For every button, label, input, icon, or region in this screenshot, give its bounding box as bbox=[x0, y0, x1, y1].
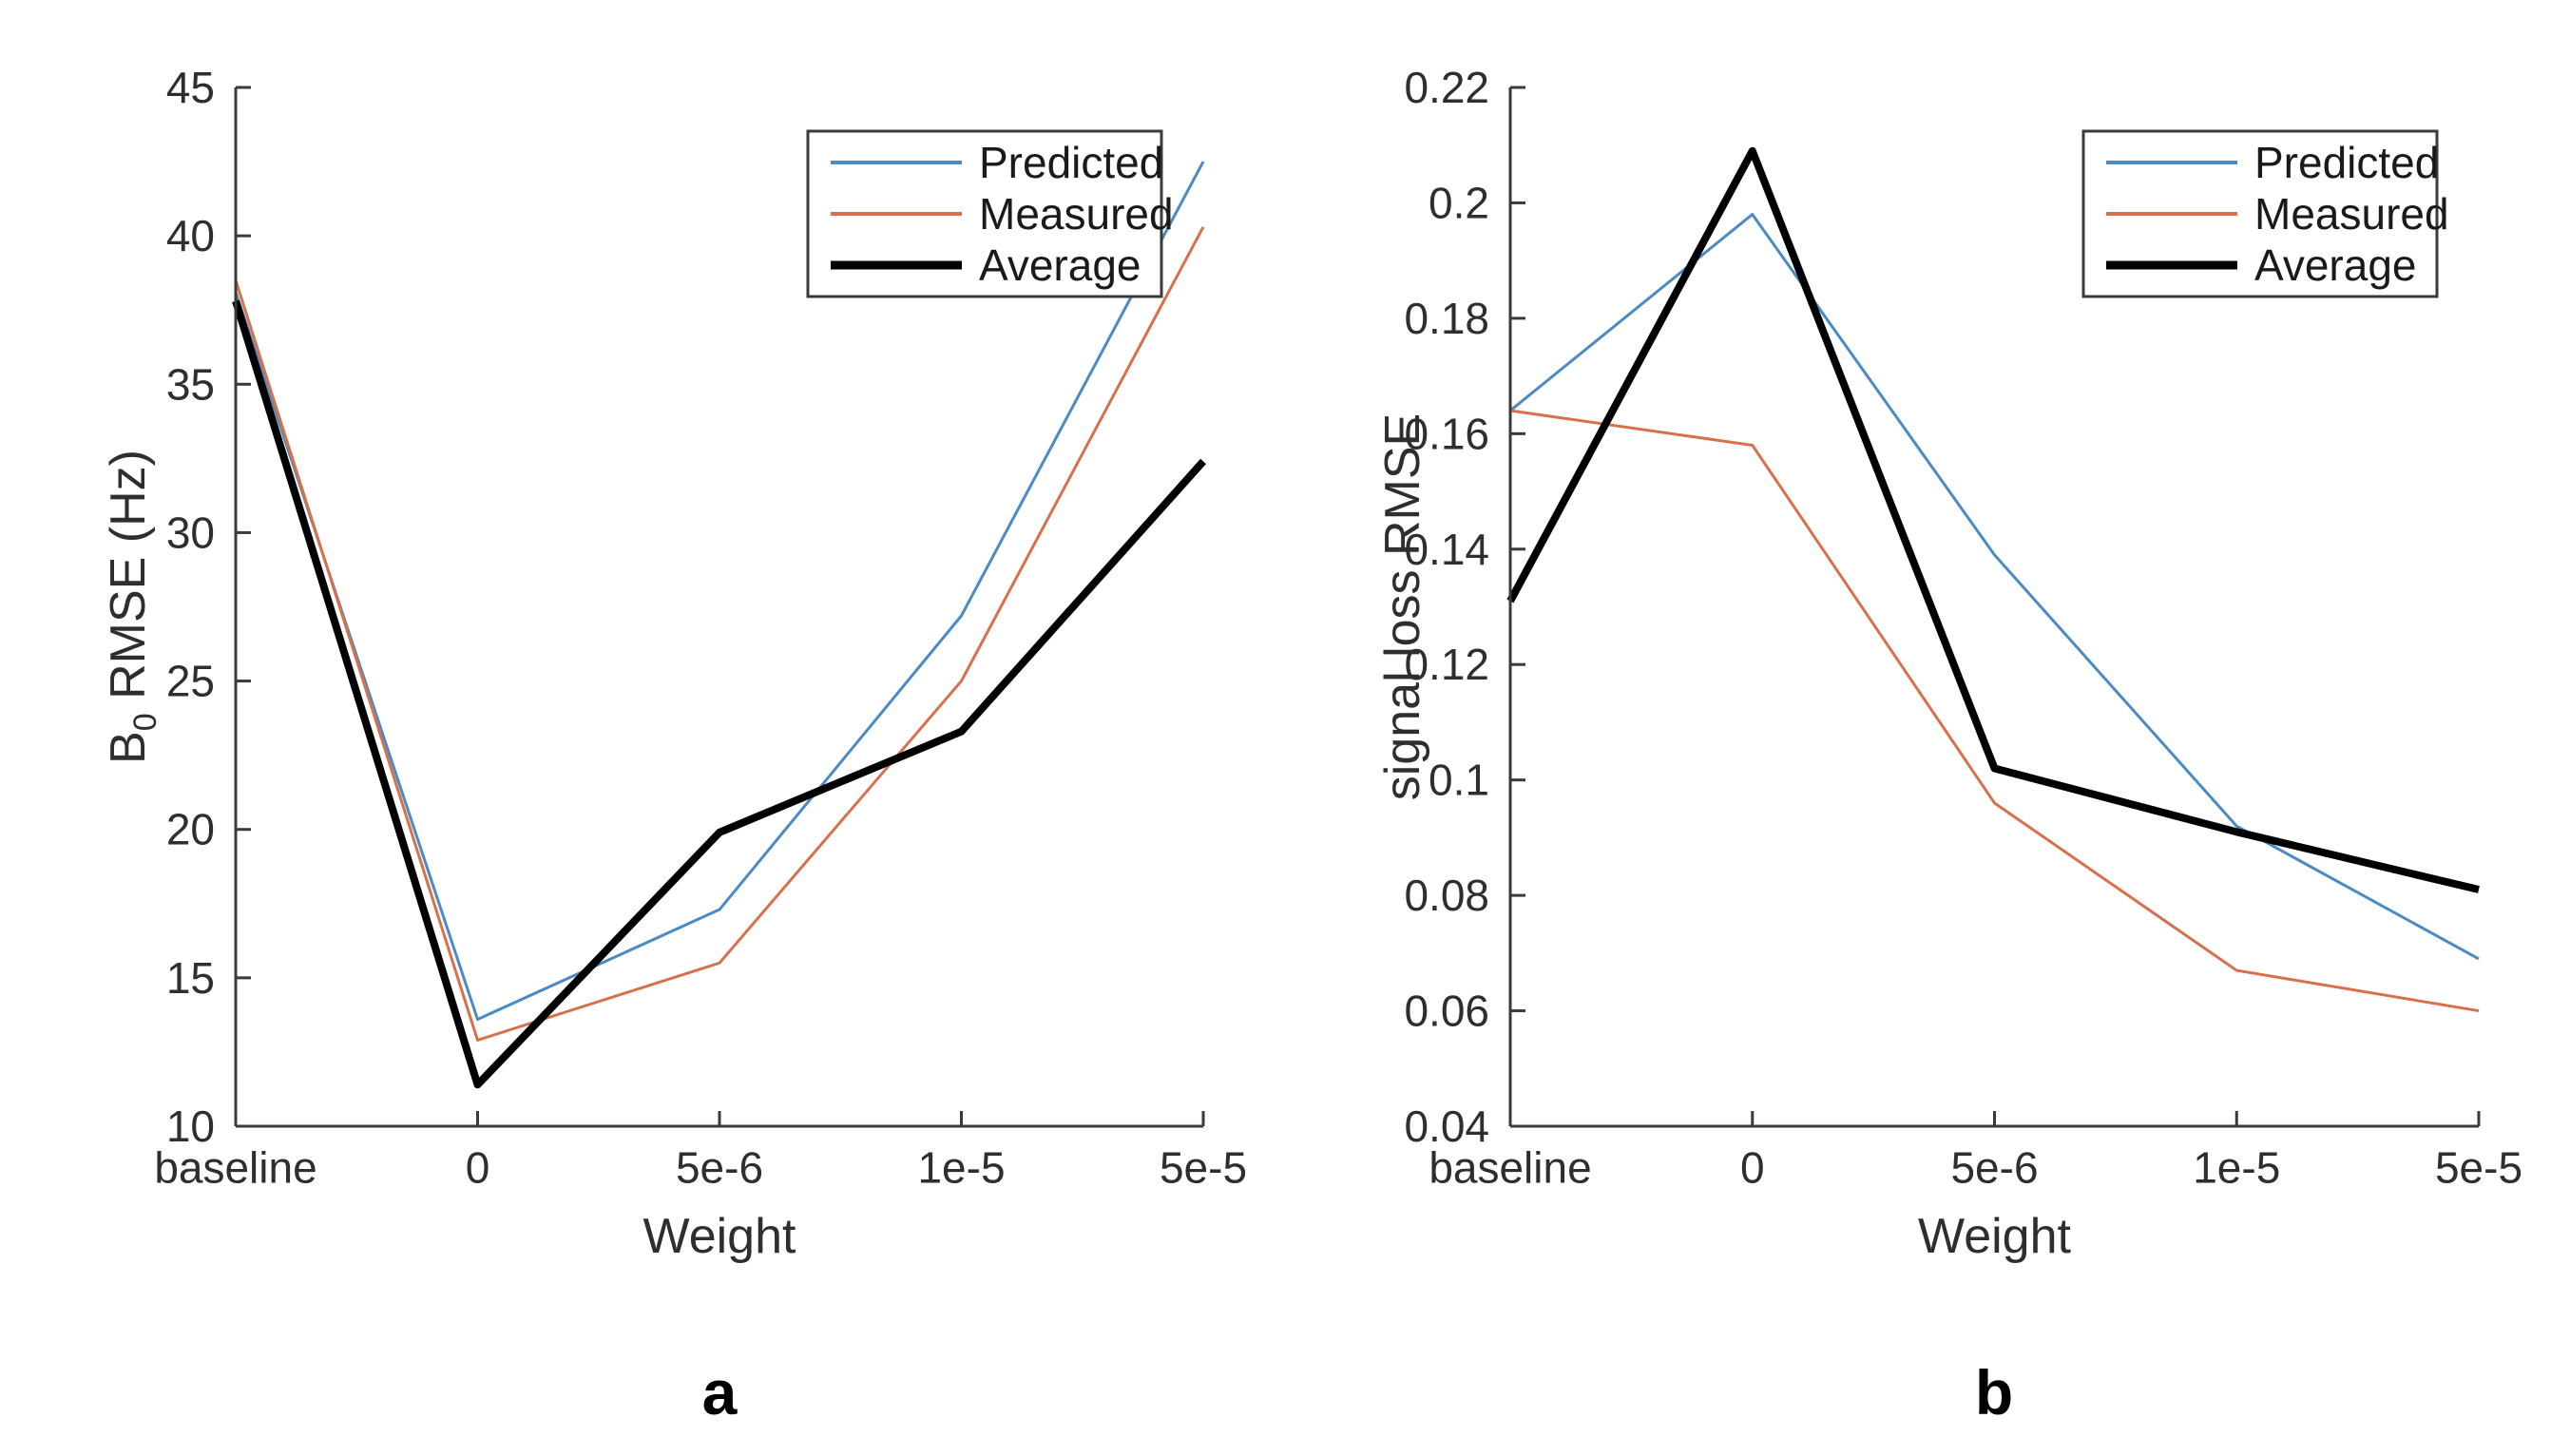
legend-label-measured: Measured bbox=[2254, 189, 2449, 239]
y-tick-label: 35 bbox=[166, 359, 215, 409]
x-tick-label: baseline bbox=[154, 1143, 316, 1193]
y-axis-label: B0 RMSE (Hz) bbox=[101, 450, 163, 764]
y-tick-label: 25 bbox=[166, 657, 215, 706]
series-line-average bbox=[232, 299, 1206, 1089]
x-tick-label: 5e-6 bbox=[1950, 1143, 2038, 1193]
y-tick-label: 15 bbox=[166, 953, 215, 1003]
y-tick-label: 40 bbox=[166, 211, 215, 260]
legend-label-predicted: Predicted bbox=[2254, 138, 2439, 187]
y-tick-label: 0.12 bbox=[1404, 640, 1489, 689]
series-line-measured bbox=[234, 226, 1205, 1042]
y-tick-label: 0.22 bbox=[1404, 63, 1489, 112]
x-tick-label: baseline bbox=[1429, 1143, 1591, 1193]
y-tick-label: 0.18 bbox=[1404, 294, 1489, 343]
legend-label-average: Average bbox=[979, 240, 1141, 290]
x-tick-label: 0 bbox=[466, 1143, 490, 1193]
series-line-predicted bbox=[234, 161, 1205, 1022]
panel-tag-a: a bbox=[701, 1357, 738, 1427]
y-tick-label: 45 bbox=[166, 63, 215, 112]
x-tick-label: 1e-5 bbox=[917, 1143, 1005, 1193]
legend-label-predicted: Predicted bbox=[979, 138, 1163, 187]
panel-tag-b: b bbox=[1974, 1357, 2014, 1427]
y-tick-label: 0.14 bbox=[1404, 525, 1489, 574]
x-tick-label: 5e-5 bbox=[2435, 1143, 2522, 1193]
legend-label-average: Average bbox=[2254, 240, 2417, 290]
legend-label-measured: Measured bbox=[979, 189, 1174, 239]
y-tick-label: 0.16 bbox=[1404, 409, 1489, 458]
series-line-predicted bbox=[1509, 213, 2480, 961]
x-tick-label: 0 bbox=[1740, 1143, 1765, 1193]
x-tick-label: 5e-5 bbox=[1160, 1143, 1247, 1193]
y-tick-label: 20 bbox=[166, 805, 215, 854]
y-tick-label: 0.04 bbox=[1404, 1102, 1489, 1151]
y-tick-label: 0.1 bbox=[1429, 756, 1489, 805]
series-line-average bbox=[1506, 146, 2480, 893]
x-tick-label: 5e-6 bbox=[676, 1143, 763, 1193]
x-axis-label: Weight bbox=[1918, 1209, 2071, 1264]
x-axis-label: Weight bbox=[643, 1209, 796, 1264]
y-tick-label: 10 bbox=[166, 1102, 215, 1151]
y-tick-label: 0.06 bbox=[1404, 987, 1489, 1036]
y-tick-label: 0.08 bbox=[1404, 871, 1489, 920]
x-tick-label: 1e-5 bbox=[2193, 1143, 2280, 1193]
y-axis-label: signal loss RMSE bbox=[1375, 413, 1430, 800]
y-tick-label: 30 bbox=[166, 508, 215, 557]
y-tick-label: 0.2 bbox=[1429, 178, 1489, 227]
series-line-measured bbox=[1509, 409, 2480, 1013]
